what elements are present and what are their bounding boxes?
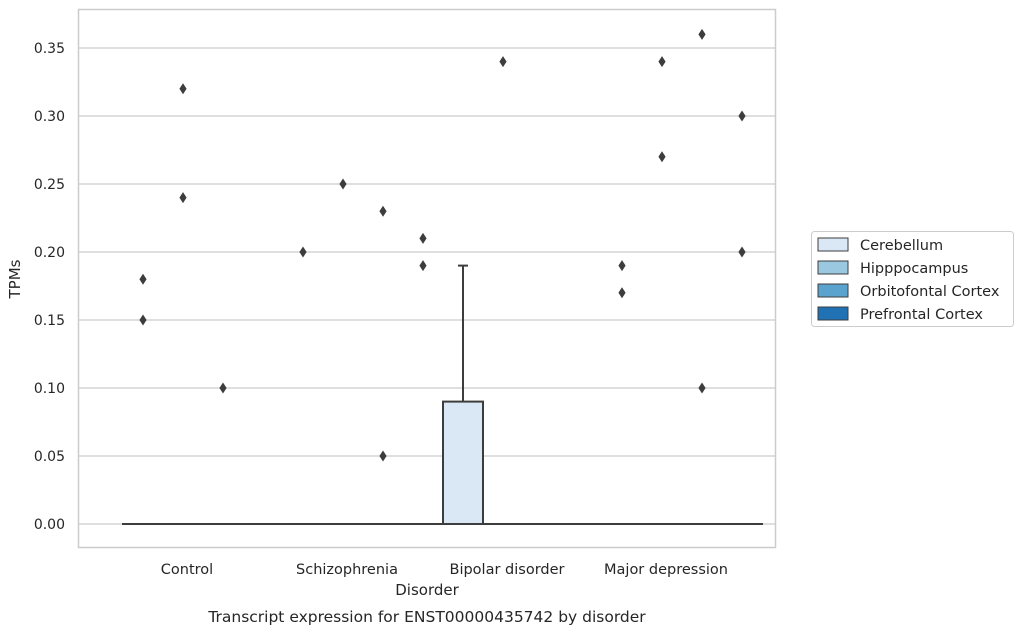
x-tick-label: Major depression [604, 562, 728, 578]
outlier-point [738, 110, 746, 122]
legend-swatch [817, 283, 849, 298]
outlier-point [658, 56, 666, 68]
y-tick-label: 0.05 [34, 449, 65, 465]
outlier-point [419, 260, 427, 272]
plot-area-frame [77, 8, 777, 549]
outlier-point [499, 56, 507, 68]
x-tick-label: Control [161, 562, 213, 578]
outlier-point [139, 314, 147, 326]
outlier-point [658, 151, 666, 163]
x-tick-labels: Control Schizophrenia Bipolar disorder Majo… [161, 562, 728, 578]
y-tick-label: 0.20 [34, 245, 65, 261]
x-tick-label: Schizophrenia [296, 562, 398, 578]
outlier-point [179, 192, 187, 204]
legend-label: Orbitofontal Cortex [860, 284, 1000, 300]
grid-lines [79, 47, 775, 525]
y-tick-labels: 0.00 0.05 0.10 0.15 0.20 0.25 0.30 0.35 [34, 41, 65, 533]
outlier-point [698, 28, 706, 40]
y-tick-label: 0.15 [34, 313, 65, 329]
legend-swatch [817, 306, 849, 321]
legend-swatch [817, 237, 849, 252]
box [442, 400, 484, 526]
y-tick-label: 0.10 [34, 381, 65, 397]
y-tick-label: 0.00 [34, 517, 65, 533]
y-tick-label: 0.30 [34, 109, 65, 125]
outlier-point [379, 205, 387, 217]
outlier-point [698, 382, 706, 394]
legend-label: Prefrontal Cortex [860, 307, 983, 323]
y-tick-label: 0.35 [34, 41, 65, 57]
outlier-point [618, 260, 626, 272]
outlier-point [618, 287, 626, 299]
outlier-point [419, 232, 427, 244]
outlier-point [179, 83, 187, 95]
x-tick-label: Bipolar disorder [450, 562, 565, 578]
legend-items: Cerebellum Hipppocampus Orbitofontal Corte… [817, 237, 1000, 323]
legend: Cerebellum Hipppocampus Orbitofontal Corte… [811, 231, 1014, 327]
figure-caption: Transcript expression for ENST0000043574… [207, 608, 646, 626]
outlier-point [738, 246, 746, 258]
legend-label: Cerebellum [860, 238, 943, 254]
x-axis-label: Disorder [395, 581, 459, 599]
outlier-point [139, 273, 147, 285]
y-tick-label: 0.25 [34, 177, 65, 193]
legend-swatch [817, 260, 849, 275]
outlier-point [379, 450, 387, 462]
outlier-point [299, 246, 307, 258]
legend-frame [811, 231, 1014, 327]
outlier-points [139, 28, 746, 462]
box-elements [122, 264, 763, 526]
outlier-point [219, 382, 227, 394]
y-axis-label: TPMs [6, 259, 24, 299]
outlier-point [339, 178, 347, 190]
legend-label: Hipppocampus [860, 261, 968, 277]
